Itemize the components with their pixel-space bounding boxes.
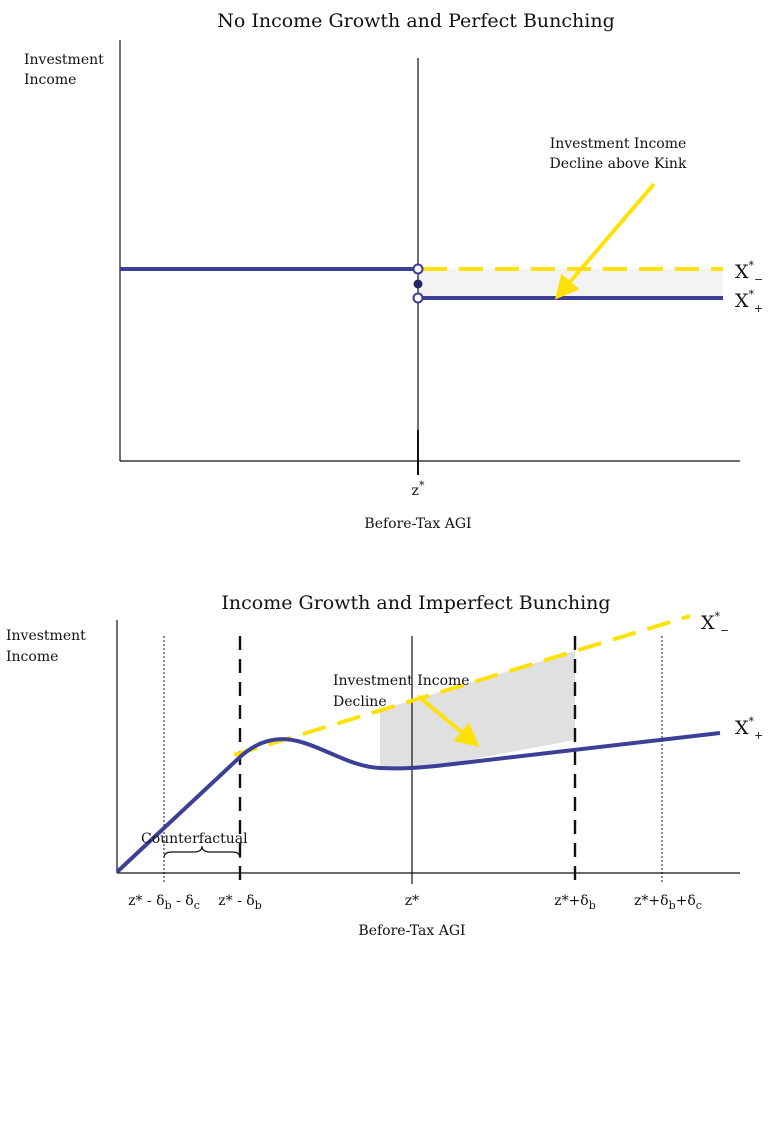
panel-2-final-title: Income Growth and Imperfect Bunching [221,592,610,614]
panel-2-annotation-line1: Investment Income [333,673,470,689]
panel1-annotation-arrow [554,182,656,300]
counterfactual-label: Counterfactual [141,831,248,847]
panel1-annotation-line2: Decline above Kink [550,156,687,172]
panel-1: No Income Growth and Perfect Bunching In… [24,10,763,532]
panel-2-final-ylabel-1: Investment [6,628,86,644]
tick-z-minus-db: z* - δb [218,893,261,912]
panel-2-annotation-arrow [416,694,480,748]
panel-2-xlabel: Before-Tax AGI [358,923,465,939]
panel1-title: No Income Growth and Perfect Bunching [217,10,615,32]
tick-z-minus-db-minus-dc: z* - δb - δc [128,893,200,912]
panel-2-label-xminus: X*− [701,610,729,637]
tick-z-plus-db: z*+δb [554,893,596,912]
panel1-ylabel-line1: Investment [24,52,104,68]
panel-2-final-ylabel-2: Income [6,649,58,665]
panel1-tick-z: z* [412,479,425,499]
panel-2-final-shade [380,651,575,768]
panel1-open-point-bottom [412,292,424,304]
tick-z-plus-db-plus-dc: z*+δb+δc [634,893,702,912]
panel-2-final-x-plus [115,731,721,874]
panel-2-label-xplus: X*+ [735,715,763,742]
panel-2-annotation-line2: Decline [333,694,387,710]
panel1-label-xplus: X*+ [735,288,763,315]
panel-2-final-x-minus [233,614,691,757]
tick-z-star: z* [405,893,419,909]
panel1-xlabel: Before-Tax AGI [364,516,471,532]
panel1-label-xminus: X*− [735,259,763,286]
panel1-ylabel-line2: Income [24,72,76,88]
panel1-filled-point [413,279,423,289]
counterfactual-bracket [163,845,241,859]
panel1-open-point-top [412,263,424,275]
panel-2-final-bg [0,560,783,1121]
panel1-annotation-line1: Investment Income [550,136,687,152]
